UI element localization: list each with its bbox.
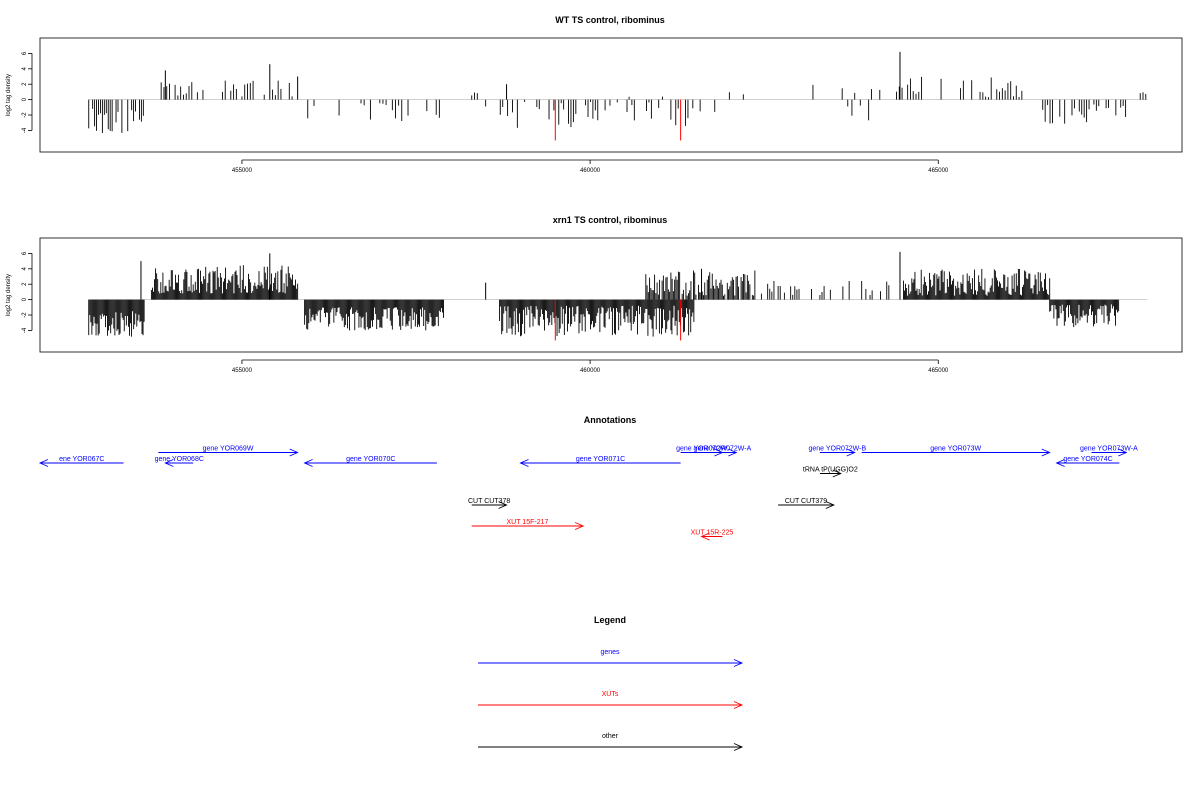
wt-bars [88, 51, 1148, 141]
xrn1-y-axis: -4 -2 0 2 4 6 [22, 251, 33, 333]
annotation-feature: gene YOR070C [303, 456, 437, 467]
annotation-feature: gene YOR073W-A [1080, 446, 1138, 457]
annotation-feature: gene YOR072W-B [808, 446, 866, 457]
feature-arrowhead [1118, 448, 1128, 457]
feature-label: gene YOR073W-A [1080, 446, 1138, 453]
annotation-feature: gene YOR073W [861, 446, 1051, 457]
y-tick-label: 0 [22, 297, 28, 301]
annotations-title: Annotations [584, 415, 637, 425]
annotation-feature: XUT 15R-225 [691, 530, 734, 541]
feature-label: tRNA tP(UGG)O2 [803, 467, 858, 474]
y-tick-label: 2 [22, 82, 28, 86]
feature-label: gene YOR070C [346, 456, 395, 463]
feature-arrowhead [164, 459, 174, 467]
y-tick-label: 4 [22, 266, 28, 270]
wt-x-axis: 455000 460000 465000 [232, 159, 949, 174]
x-tick-label: 460000 [580, 368, 601, 374]
legend-label: genes [600, 649, 620, 656]
legend-item-xuts: XUTs [478, 691, 744, 709]
legend-arrowhead [733, 701, 744, 709]
y-tick-label: -2 [22, 312, 28, 318]
annotation-feature: tRNA tP(UGG)O2 [803, 467, 858, 478]
xrn1-x-axis: 455000 460000 465000 [232, 359, 949, 374]
feature-arrowhead [700, 532, 710, 541]
x-tick-label: 465000 [928, 368, 949, 374]
legend-item-genes: genes [478, 649, 744, 667]
feature-arrowhead [1055, 459, 1065, 467]
xrn1-plot-frame [39, 237, 1183, 353]
annotation-feature: gene YOR069W [158, 446, 299, 457]
wt-plot-frame [39, 37, 1183, 153]
feature-arrowhead [519, 459, 529, 467]
feature-label: gene YOR072W-B [808, 446, 866, 453]
xrn1-track-title: xrn1 TS control, ribominus [553, 215, 668, 225]
feature-arrowhead [832, 469, 842, 478]
x-tick-label: 465000 [928, 168, 949, 174]
y-tick-label: 0 [22, 97, 28, 101]
feature-arrowhead [825, 501, 835, 509]
feature-label: XUT 15R-225 [691, 530, 734, 537]
wt-y-axis-label: log2 tag density [6, 74, 12, 116]
feature-label: ene YOR067C [59, 456, 104, 463]
wt-track-title: WT TS control, ribominus [555, 15, 665, 25]
legend-label: other [602, 733, 619, 740]
feature-label: CUT CUT379 [785, 498, 827, 505]
feature-label: gene YOR069W [203, 446, 254, 453]
annotation-feature: CUT CUT379 [778, 498, 835, 509]
y-tick-label: 6 [22, 51, 28, 55]
legend-label: XUTs [602, 691, 619, 698]
feature-arrowhead [846, 448, 856, 457]
feature-label: CUT CUT378 [468, 498, 510, 505]
annotation-feature: CUT CUT378 [468, 498, 510, 509]
legend-panel: Legend genes XUTs other [478, 615, 744, 751]
annotation-feature: gene YOR072W-A [694, 446, 752, 457]
feature-arrowhead [574, 522, 585, 530]
wt-y-axis: -4 -2 0 2 4 6 [22, 51, 33, 133]
legend-title: Legend [594, 615, 626, 625]
wt-track-panel: WT TS control, ribominus log2 tag densit… [6, 15, 1183, 174]
legend-item-other: other [478, 733, 744, 751]
feature-arrowhead [728, 448, 738, 457]
feature-arrowhead [1041, 448, 1051, 457]
legend-arrowhead [733, 659, 744, 667]
annotations-panel: Annotations ene YOR067C gene YOR069W gene … [38, 415, 1138, 541]
feature-label: gene YOR068C [155, 456, 204, 463]
feature-label: gene YOR073W [930, 446, 981, 453]
feature-label: gene YOR072W [676, 446, 727, 453]
x-tick-label: 455000 [232, 168, 253, 174]
annotation-feature: ene YOR067C [38, 456, 124, 467]
feature-arrowhead [303, 459, 313, 467]
x-tick-label: 460000 [580, 168, 601, 174]
x-tick-label: 455000 [232, 368, 253, 374]
feature-label: gene YOR071C [576, 456, 625, 463]
annotation-feature: XUT 15F-217 [471, 519, 585, 530]
annotation-feature: gene YOR074C [1055, 456, 1120, 467]
annotation-features: ene YOR067C gene YOR069W gene YOR068C gene … [38, 446, 1138, 541]
feature-label: gene YOR074C [1063, 456, 1112, 463]
y-tick-label: -4 [22, 127, 28, 133]
annotation-feature: gene YOR068C [155, 456, 204, 467]
legend-items: genes XUTs other [478, 649, 744, 751]
y-tick-label: 4 [22, 66, 28, 70]
feature-arrowhead [38, 459, 49, 467]
legend-arrowhead [733, 743, 744, 751]
annotation-feature: gene YOR071C [519, 456, 681, 467]
feature-arrowhead [289, 448, 299, 457]
xrn1-bars [88, 251, 1148, 341]
y-tick-label: -4 [22, 327, 28, 333]
y-tick-label: 6 [22, 251, 28, 255]
y-tick-label: -2 [22, 112, 28, 118]
y-tick-label: 2 [22, 282, 28, 286]
xrn1-y-axis-label: log2 tag density [6, 274, 12, 316]
feature-label: XUT 15F-217 [506, 519, 548, 526]
xrn1-track-panel: xrn1 TS control, ribominus log2 tag dens… [6, 215, 1183, 374]
feature-arrowhead [498, 501, 508, 509]
feature-label: gene YOR072W-A [694, 446, 752, 453]
